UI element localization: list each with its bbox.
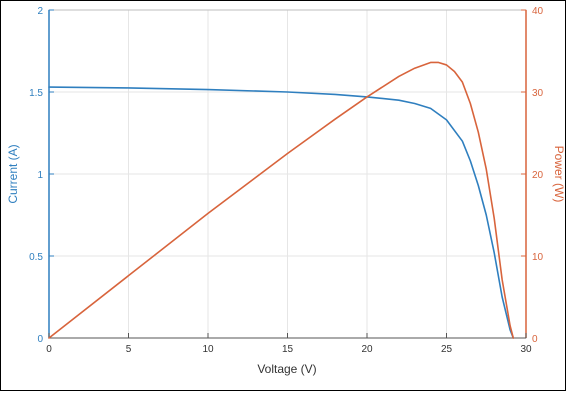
x-axis-tick-label: 25 [441, 344, 453, 355]
left-axis-tick-label: 2 [37, 6, 43, 17]
right-axis-tick-label: 0 [532, 334, 538, 345]
x-axis-tick-label: 10 [202, 344, 214, 355]
power-curve [48, 61, 515, 339]
current-curve [48, 86, 515, 339]
x-axis-tick-label: 15 [282, 344, 294, 355]
x-axis-label: Voltage (V) [257, 362, 316, 376]
x-axis-tick-label: 0 [46, 344, 52, 355]
right-axis-tick-label: 30 [532, 88, 544, 99]
left-axis-tick-label: 1.5 [29, 88, 43, 99]
right-axis-tick-label: 10 [532, 252, 544, 263]
left-axis: 0 0.5 1 1.5 2 [29, 6, 54, 345]
grid-layer [49, 10, 526, 338]
left-axis-tick-label: 0 [37, 334, 43, 345]
left-axis-tick-label: 0.5 [29, 252, 43, 263]
right-axis-tick-label: 20 [532, 170, 544, 181]
x-axis-tick-label: 20 [361, 344, 373, 355]
x-axis-tick-label: 5 [126, 344, 132, 355]
bottom-axis: 0 5 10 15 20 25 30 [46, 333, 532, 355]
left-y-axis-label: Current (A) [6, 144, 20, 203]
series-layer [48, 61, 515, 339]
right-axis-tick-label: 40 [532, 6, 544, 17]
right-y-axis-label: Power (W) [552, 146, 565, 203]
left-axis-tick-label: 1 [37, 170, 43, 181]
right-axis: 0 10 20 30 40 [521, 6, 544, 345]
x-axis-tick-label: 30 [520, 344, 532, 355]
